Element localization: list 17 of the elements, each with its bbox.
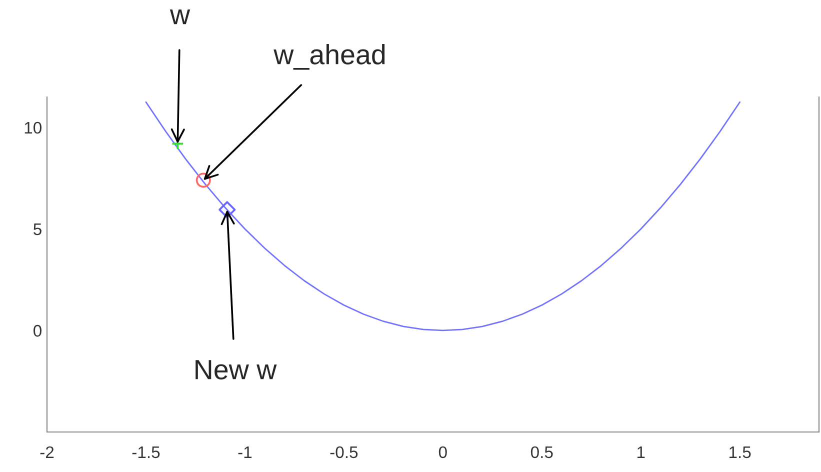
x-tick-label: 0: [438, 446, 447, 458]
x-tick-label: -1: [238, 446, 252, 458]
x-tick-label: 1.5: [730, 446, 751, 458]
annotation: New w: [196, 360, 277, 380]
x-tick-label: 1: [637, 446, 645, 458]
y-tick-label: 0: [34, 324, 42, 337]
point: [218, 201, 236, 218]
y-tick-label: 5: [34, 224, 42, 236]
x-tick-label: -1.5: [132, 446, 160, 458]
point: [196, 172, 211, 188]
annotation: w_ahead: [274, 44, 385, 70]
y-tick-label: 10: [24, 122, 42, 134]
annotation: w: [170, 10, 190, 24]
x-tick-label: -2: [40, 446, 54, 458]
line-series: [145, 101, 741, 332]
x-tick-label: 0.5: [530, 446, 553, 458]
x-tick-label: -0.5: [330, 446, 358, 458]
